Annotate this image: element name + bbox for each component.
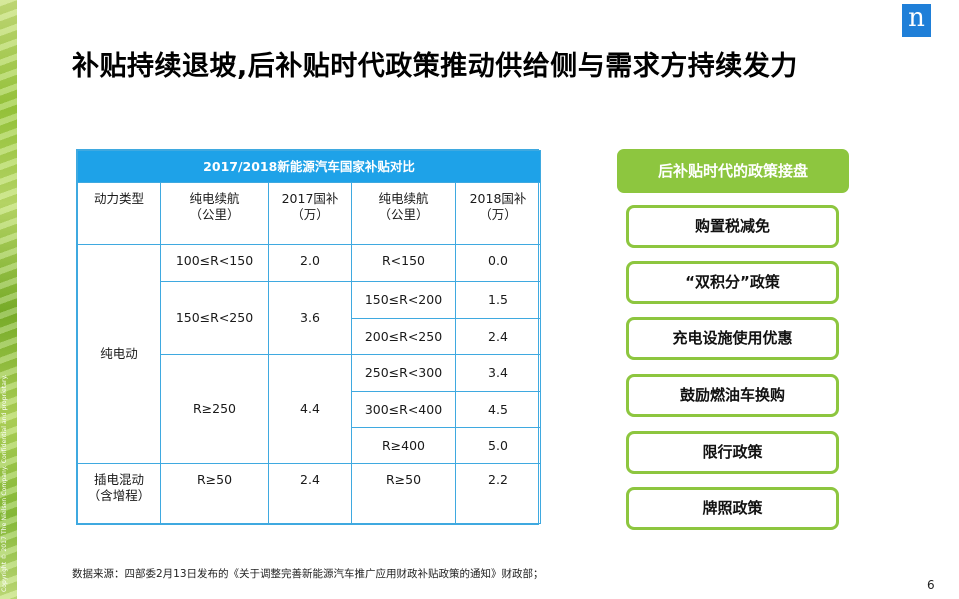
page-number: 6 (927, 578, 935, 592)
policy-item-license-plate: 牌照政策 (626, 487, 839, 530)
phev-subsidy-2017: 2.4 (268, 463, 352, 524)
data-source-note: 数据来源：四部委2月13日发布的《关于调整完善新能源汽车推广应用财政补贴政策的通… (72, 568, 544, 580)
bev-subsidy-2018: 4.5 (455, 391, 541, 428)
subsidy-comparison-table: 2017/2018新能源汽车国家补贴对比 动力类型 纯电续航 （公里） 2017… (76, 149, 541, 525)
bev-range-2018: R≥400 (351, 427, 456, 464)
bev-range-2017: 150≤R<250 (160, 281, 269, 355)
bev-range-2017: R≥250 (160, 354, 269, 464)
header-range-2017: 纯电续航 （公里） (160, 182, 269, 245)
bev-subsidy-2017: 4.4 (268, 354, 352, 464)
policy-item-purchase-tax: 购置税减免 (626, 205, 839, 248)
decorative-leaf-strip (0, 0, 17, 599)
bev-subsidy-2017: 3.6 (268, 281, 352, 355)
policy-item-dual-credit: “双积分”政策 (626, 261, 839, 304)
phev-range-2018: R≥50 (351, 463, 456, 524)
bev-range-2018: 300≤R<400 (351, 391, 456, 428)
phev-range-2017: R≥50 (160, 463, 269, 524)
bev-type-cell: 纯电动 (77, 244, 161, 464)
bev-range-2018: R<150 (351, 244, 456, 282)
slide-title: 补贴持续退坡,后补贴时代政策推动供给侧与需求方持续发力 (72, 51, 798, 82)
header-range-2018: 纯电续航 （公里） (351, 182, 456, 245)
phev-subsidy-2018: 2.2 (455, 463, 541, 524)
bev-subsidy-2018: 3.4 (455, 354, 541, 392)
header-subsidy-2017: 2017国补 （万） (268, 182, 352, 245)
header-power-type: 动力类型 (77, 182, 161, 245)
nielsen-logo-icon: n (902, 4, 931, 37)
policy-item-trade-in: 鼓励燃油车换购 (626, 374, 839, 417)
bev-range-2017: 100≤R<150 (160, 244, 269, 282)
bev-subsidy-2017: 2.0 (268, 244, 352, 282)
header-subsidy-2018: 2018国补 （万） (455, 182, 541, 245)
bev-range-2018: 250≤R<300 (351, 354, 456, 392)
bev-subsidy-2018: 1.5 (455, 281, 541, 319)
policy-header: 后补贴时代的政策接盘 (617, 149, 849, 193)
bev-range-2018: 150≤R<200 (351, 281, 456, 319)
policy-item-traffic-restriction: 限行政策 (626, 431, 839, 474)
bev-range-2018: 200≤R<250 (351, 318, 456, 355)
bev-subsidy-2018: 0.0 (455, 244, 541, 282)
copyright-text: Copyright © 2017 The Nielsen Company. Co… (1, 374, 8, 592)
phev-type-cell: 插电混动 （含增程） (77, 463, 161, 524)
bev-subsidy-2018: 2.4 (455, 318, 541, 355)
policy-item-charging: 充电设施使用优惠 (626, 317, 839, 360)
table-title: 2017/2018新能源汽车国家补贴对比 (77, 150, 541, 183)
bev-subsidy-2018: 5.0 (455, 427, 541, 464)
